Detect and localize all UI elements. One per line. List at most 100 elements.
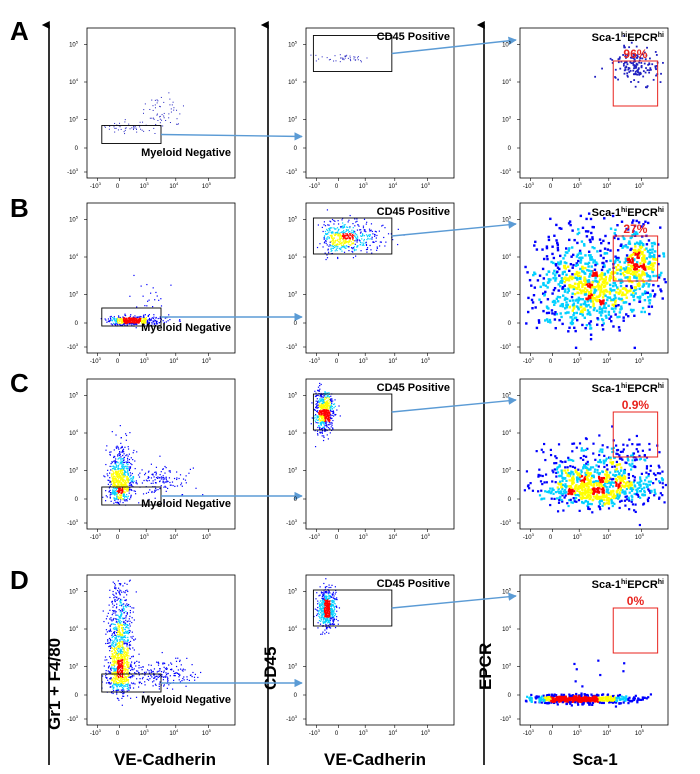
- event-dot: [346, 234, 348, 236]
- sca1-epcr-gate: [612, 411, 659, 458]
- event-dot: [322, 409, 324, 411]
- event-dot: [635, 270, 639, 274]
- event-dot: [637, 273, 641, 276]
- event-dot: [107, 475, 109, 477]
- event-dot: [164, 481, 167, 483]
- event-dot: [585, 305, 588, 308]
- event-dot: [113, 475, 115, 478]
- event-dot: [322, 396, 324, 399]
- event-dot: [586, 268, 589, 272]
- event-dot: [641, 278, 644, 282]
- event-dot: [587, 472, 590, 475]
- event-dot: [578, 288, 582, 291]
- event-dot: [323, 235, 326, 237]
- event-dot: [568, 479, 571, 482]
- event-dot: [378, 230, 380, 232]
- y-tick-label: 103: [288, 115, 298, 124]
- event-dot: [117, 478, 120, 480]
- event-dot: [603, 292, 606, 295]
- event-dot: [173, 477, 176, 480]
- event-dot: [392, 239, 394, 241]
- event-dot: [115, 464, 117, 466]
- event-dot: [129, 467, 131, 470]
- event-dot: [325, 416, 327, 418]
- event-dot: [543, 481, 546, 484]
- event-dot: [151, 117, 153, 119]
- event-dot: [646, 249, 650, 253]
- event-dot: [565, 261, 568, 265]
- event-dot: [328, 420, 331, 423]
- event-dot: [562, 490, 565, 493]
- event-dot: [125, 320, 128, 322]
- event-dot: [570, 322, 574, 326]
- event-dot: [111, 476, 113, 478]
- event-dot: [602, 459, 605, 462]
- event-dot: [568, 326, 571, 329]
- event-dot: [617, 256, 620, 260]
- event-dot: [576, 253, 579, 256]
- event-dot: [320, 395, 322, 397]
- event-dot: [657, 464, 660, 467]
- event-dot: [629, 272, 633, 275]
- event-dot: [338, 241, 340, 243]
- event-dot: [578, 474, 581, 477]
- event-dot: [340, 226, 343, 228]
- event-dot: [565, 301, 568, 304]
- event-dot: [113, 497, 115, 499]
- y-tick-label: 105: [288, 215, 298, 224]
- event-dot: [348, 240, 350, 242]
- event-dot: [589, 502, 592, 506]
- event-dot: [326, 228, 328, 231]
- event-dot: [142, 318, 144, 320]
- event-dot: [322, 406, 324, 409]
- event-dot: [578, 442, 582, 445]
- event-dot: [599, 461, 603, 464]
- event-dot: [338, 232, 340, 234]
- event-dot: [121, 460, 123, 462]
- event-dot: [641, 270, 644, 273]
- event-dot: [531, 301, 535, 304]
- event-dot: [136, 322, 139, 324]
- event-dot: [317, 425, 320, 427]
- event-dot: [341, 237, 343, 239]
- panel-frame-a-3: [519, 27, 669, 179]
- y-tick-label: -103: [286, 167, 298, 176]
- event-dot: [118, 316, 120, 318]
- event-dot: [544, 473, 548, 476]
- gate-arrow: [391, 220, 517, 237]
- event-dot: [147, 314, 149, 317]
- event-dot: [628, 483, 631, 486]
- event-dot: [568, 247, 571, 250]
- event-dot: [116, 492, 118, 494]
- event-dot: [591, 225, 594, 229]
- event-dot: [178, 320, 181, 322]
- event-dot: [159, 487, 161, 490]
- event-dot: [551, 300, 555, 304]
- event-dot: [321, 417, 323, 420]
- event-dot: [589, 480, 592, 483]
- event-dot: [110, 451, 112, 453]
- event-dot: [326, 400, 328, 402]
- event-dot: [125, 487, 127, 489]
- event-dot: [120, 499, 122, 501]
- event-dot: [605, 316, 608, 319]
- event-dot: [325, 420, 327, 422]
- event-dot: [593, 468, 597, 471]
- event-dot: [115, 322, 117, 324]
- event-dot: [606, 488, 610, 491]
- event-dot: [616, 488, 619, 492]
- event-dot: [165, 476, 167, 478]
- event-dot: [588, 507, 591, 511]
- y-tick-label: -103: [286, 518, 298, 527]
- event-dot: [106, 496, 108, 498]
- event-dot: [596, 468, 599, 472]
- event-dot: [376, 249, 378, 251]
- event-dot: [122, 468, 125, 471]
- event-dot: [326, 405, 328, 407]
- event-dot: [632, 69, 635, 72]
- row-letter-c: C: [10, 368, 29, 398]
- event-dot: [601, 470, 605, 474]
- event-dot: [552, 276, 555, 280]
- event-dot: [600, 268, 604, 272]
- event-dot: [575, 298, 579, 301]
